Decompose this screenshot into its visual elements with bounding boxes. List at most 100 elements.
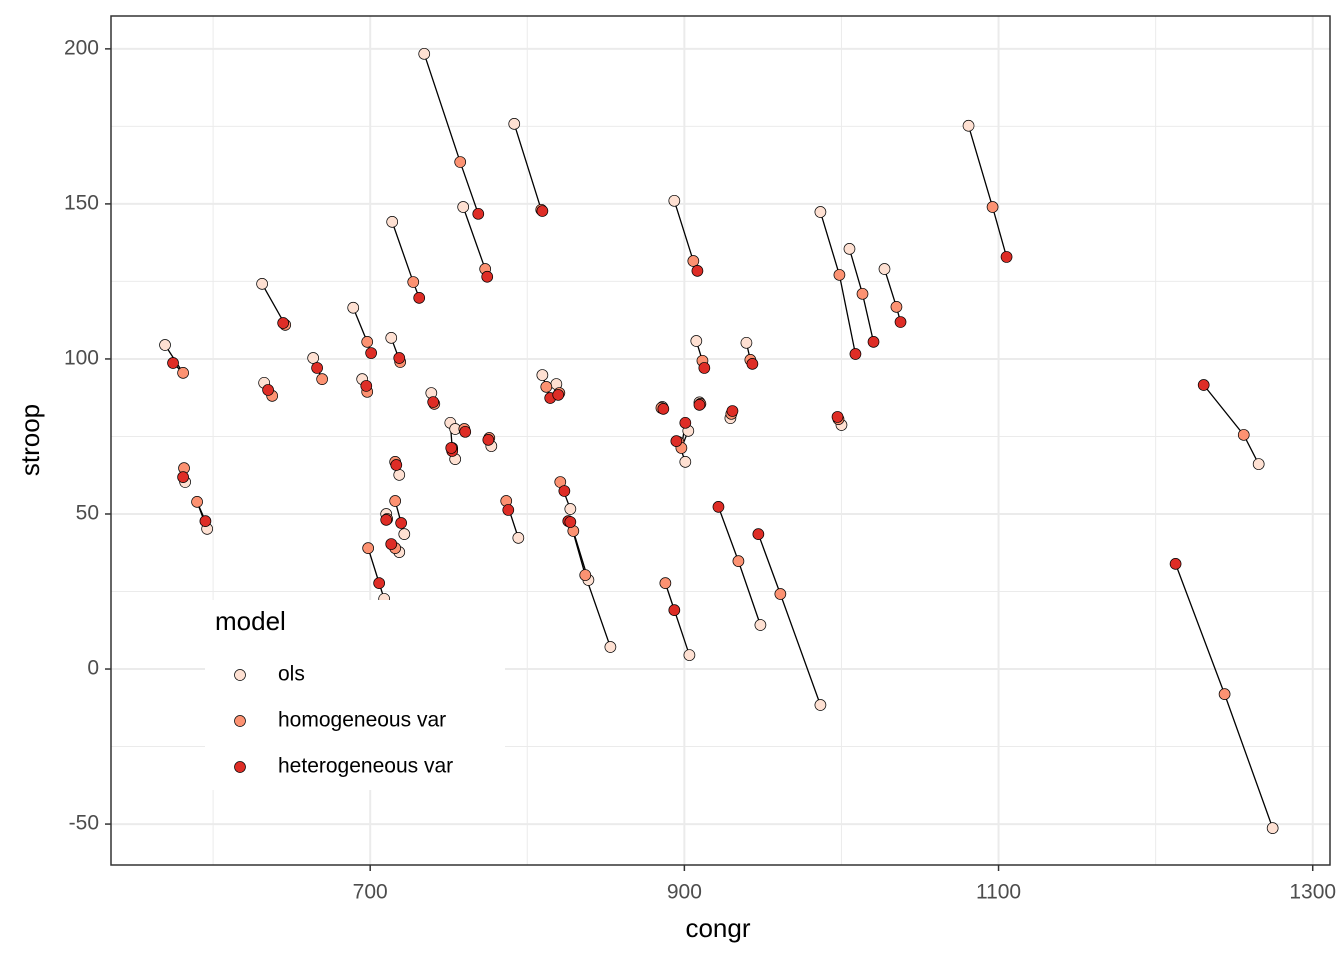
point: [536, 369, 549, 381]
point: [508, 118, 521, 130]
point: [536, 205, 549, 217]
point: [393, 352, 406, 364]
point: [380, 514, 393, 526]
legend-key: [234, 669, 246, 681]
y-tick-label: 100: [64, 346, 99, 369]
point: [752, 528, 765, 540]
legend-label: heterogeneous var: [278, 755, 453, 778]
point: [385, 538, 398, 550]
point: [177, 367, 189, 379]
point: [691, 265, 704, 277]
point: [687, 255, 700, 267]
y-axis-title: stroop: [15, 404, 45, 476]
point: [167, 357, 179, 369]
y-tick-label: 50: [76, 502, 99, 525]
point: [373, 577, 385, 589]
point: [481, 270, 494, 283]
point: [962, 119, 975, 132]
point: [407, 276, 420, 288]
point: [445, 442, 458, 454]
y-tick-label: 150: [64, 191, 99, 214]
point: [693, 398, 706, 411]
point: [657, 403, 670, 415]
y-tick-label: 200: [64, 36, 99, 59]
point: [191, 496, 203, 508]
point: [277, 317, 290, 329]
point: [199, 515, 212, 527]
point: [427, 396, 440, 408]
point: [385, 332, 398, 344]
point: [558, 485, 571, 497]
point: [683, 649, 696, 661]
x-tick-label: 1100: [976, 881, 1021, 904]
legend-key: [234, 715, 246, 727]
point: [843, 243, 856, 255]
legend-key: [234, 761, 246, 773]
point: [552, 389, 565, 401]
point: [365, 347, 377, 359]
point: [1237, 429, 1250, 441]
point: [814, 699, 827, 711]
point: [1218, 688, 1231, 700]
x-axis-title: congr: [685, 913, 750, 943]
point: [579, 569, 592, 581]
point: [774, 588, 787, 600]
point: [472, 207, 485, 220]
point: [454, 156, 467, 168]
point: [833, 269, 846, 281]
y-tick-label: -50: [69, 812, 99, 835]
point: [1197, 379, 1210, 391]
point: [362, 542, 375, 554]
point: [1266, 822, 1279, 834]
point: [670, 435, 683, 447]
point: [1169, 558, 1182, 570]
point: [386, 216, 399, 228]
point: [814, 206, 827, 218]
legend: model ols homogeneous var heterogeneous var: [205, 600, 505, 790]
point: [482, 434, 495, 446]
point: [307, 352, 320, 364]
point: [395, 517, 407, 529]
point: [262, 384, 274, 396]
point: [256, 278, 268, 290]
point: [890, 301, 903, 313]
x-tick-label: 900: [667, 881, 702, 904]
point: [1000, 251, 1013, 263]
point: [159, 339, 171, 351]
point: [360, 380, 373, 392]
point: [413, 292, 426, 304]
point: [831, 411, 844, 423]
point: [502, 504, 515, 516]
point: [754, 619, 767, 631]
point: [361, 336, 374, 348]
point: [668, 194, 681, 207]
point: [894, 316, 907, 328]
point: [849, 348, 862, 360]
point: [398, 528, 411, 540]
point: [390, 459, 403, 471]
point: [668, 604, 681, 616]
point: [856, 287, 869, 300]
point: [418, 47, 431, 60]
point: [316, 373, 328, 385]
point: [540, 381, 553, 393]
legend-label: homogeneous var: [278, 709, 446, 732]
point: [732, 555, 745, 567]
point: [311, 362, 323, 374]
point: [740, 336, 753, 349]
point: [347, 301, 360, 314]
point: [177, 471, 189, 483]
point: [659, 577, 672, 589]
x-tick-label: 1300: [1289, 881, 1336, 904]
legend-label: ols: [278, 663, 305, 686]
legend-title: model: [215, 606, 286, 636]
point: [698, 362, 711, 374]
point: [878, 263, 891, 275]
plot-border: [110, 15, 1331, 866]
point: [1252, 458, 1265, 470]
point: [389, 495, 402, 507]
point: [986, 201, 999, 213]
point: [564, 516, 577, 528]
point: [679, 416, 692, 429]
